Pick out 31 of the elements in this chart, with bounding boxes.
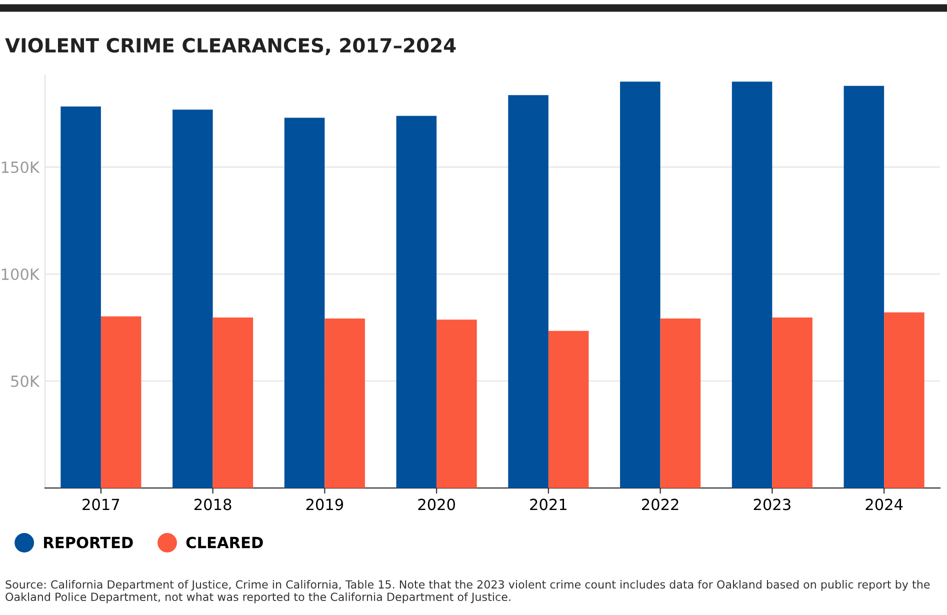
bar (324, 318, 365, 488)
legend-label: REPORTED (44, 536, 133, 548)
x-tick-label: 2021 (530, 498, 566, 510)
bar (508, 95, 548, 488)
bar (172, 110, 213, 488)
x-tick-label: 2022 (642, 498, 678, 510)
bar (772, 317, 812, 488)
x-tick-label: 2023 (754, 498, 790, 510)
bar (548, 330, 589, 488)
chart-title: VIOLENT CRIME CLEARANCES, 2017–2024 (5, 38, 456, 56)
legend-label: CLEARED (186, 536, 263, 548)
x-tick-label: 2017 (82, 498, 120, 510)
y-tick-label: 150K (2, 161, 40, 174)
bar (212, 317, 254, 488)
source-note: Source: California Department of Justice, Crime in California, Table 15. Note that the 2023 violent crime count includes data for Oakland based on public report by the Oakland Police Department, not what was reported to the California Department of Justice. (6, 580, 930, 604)
bar (100, 316, 142, 488)
x-tick-label: 2019 (306, 498, 344, 510)
bar (884, 312, 924, 488)
bar (660, 318, 701, 488)
y-tick-label: 100K (2, 268, 40, 280)
bar (844, 86, 884, 488)
bar (436, 320, 477, 488)
bar (396, 116, 437, 488)
x-tick-label: 2020 (418, 498, 455, 510)
y-tick-label: 50K (11, 375, 40, 388)
bar (732, 82, 772, 488)
bar (60, 106, 101, 488)
bar (284, 118, 325, 488)
x-tick-label: 2018 (194, 498, 232, 510)
bar (620, 82, 660, 488)
x-tick-label: 2024 (866, 498, 903, 510)
